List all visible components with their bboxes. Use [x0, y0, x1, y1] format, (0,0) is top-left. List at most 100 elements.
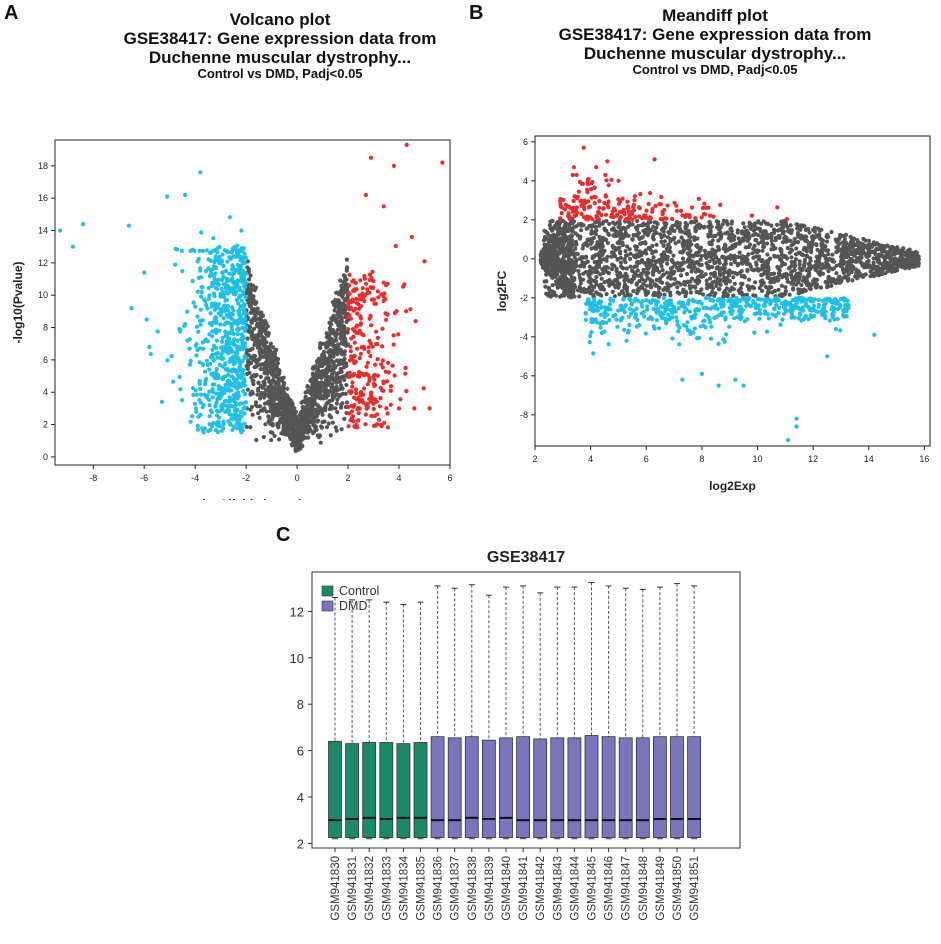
ns-point: [579, 255, 584, 260]
up-point: [368, 314, 373, 319]
up-point: [421, 386, 426, 391]
ns-point: [735, 228, 740, 233]
ns-point: [729, 254, 734, 259]
up-point: [361, 344, 366, 349]
ns-point: [272, 433, 277, 439]
down-point: [236, 394, 241, 399]
up-point: [369, 413, 374, 419]
ns-point: [796, 277, 801, 282]
ns-point: [789, 281, 794, 286]
x-axis-label: log2(fold change): [203, 497, 303, 500]
ns-point: [657, 269, 662, 275]
y-tick-label: 0: [43, 452, 48, 462]
down-point: [240, 318, 245, 323]
ns-point: [310, 408, 315, 413]
ns-point: [713, 279, 718, 284]
ns-point: [245, 336, 250, 341]
down-point: [221, 375, 226, 380]
ns-point: [652, 291, 657, 296]
ns-point: [546, 293, 551, 298]
ns-point: [850, 267, 855, 272]
down-point: [243, 405, 248, 410]
down-point: [210, 301, 215, 306]
ns-point: [340, 352, 345, 357]
ns-point: [332, 308, 337, 313]
ns-point: [748, 226, 753, 231]
ns-point: [614, 233, 619, 238]
ns-point: [860, 241, 865, 247]
ns-point: [614, 229, 619, 234]
up-point: [347, 313, 352, 318]
ns-point: [654, 242, 659, 247]
ns-point: [324, 425, 330, 430]
ns-point: [765, 273, 770, 278]
ns-point: [651, 224, 656, 229]
ns-point: [335, 392, 341, 398]
ns-point: [795, 240, 801, 245]
ns-point: [293, 414, 299, 419]
ns-point: [589, 224, 594, 229]
down-point: [207, 274, 212, 279]
up-point: [440, 160, 445, 165]
ns-point: [331, 369, 336, 374]
ns-point: [267, 418, 272, 423]
ns-point: [871, 272, 876, 277]
ns-point: [819, 266, 824, 271]
ns-point: [660, 259, 665, 264]
ns-point: [648, 283, 653, 289]
ns-point: [262, 395, 267, 400]
ns-point: [879, 253, 884, 258]
ns-point: [646, 271, 651, 276]
ns-point: [854, 268, 859, 273]
down-point: [214, 338, 219, 343]
ns-point: [271, 390, 276, 395]
ns-point: [288, 413, 293, 418]
ns-point: [294, 436, 299, 442]
down-point: [220, 406, 225, 411]
down-point: [205, 306, 210, 311]
ns-point: [789, 243, 794, 248]
ns-point: [604, 292, 609, 297]
down-point: [196, 329, 201, 334]
ns-point: [592, 266, 597, 271]
down-point: [235, 338, 240, 343]
up-point: [403, 371, 408, 376]
down-point: [217, 328, 222, 333]
ns-point: [720, 222, 725, 227]
ns-point: [694, 289, 699, 295]
ns-point: [802, 257, 807, 262]
ns-point: [865, 254, 870, 260]
ns-point: [717, 270, 722, 276]
ns-point: [339, 402, 344, 407]
ns-point: [708, 276, 713, 281]
ns-point: [595, 270, 600, 275]
down-point: [221, 422, 226, 427]
ns-point: [593, 279, 599, 284]
ns-point: [311, 373, 316, 378]
ns-point: [658, 292, 663, 297]
down-point: [201, 429, 206, 434]
ns-point: [338, 315, 343, 320]
ns-point: [785, 245, 790, 251]
ns-point: [886, 263, 891, 269]
down-point: [194, 409, 199, 414]
ns-point: [668, 283, 673, 288]
down-point: [199, 290, 204, 295]
ns-point: [685, 238, 690, 243]
down-point: [229, 369, 234, 374]
ns-point: [544, 279, 549, 284]
ns-point: [337, 387, 342, 392]
down-point: [210, 352, 215, 357]
ns-point: [663, 224, 668, 229]
down-point: [231, 354, 236, 359]
up-point: [366, 345, 371, 350]
ns-point: [697, 262, 702, 268]
meandiff-title-block: Meandiff plot GSE38417: Gene expression …: [495, 6, 935, 78]
down-point: [237, 402, 242, 407]
ns-point: [255, 392, 260, 397]
ns-point: [315, 433, 320, 438]
down-point: [144, 317, 149, 322]
up-point: [383, 297, 388, 302]
up-point: [350, 380, 355, 385]
